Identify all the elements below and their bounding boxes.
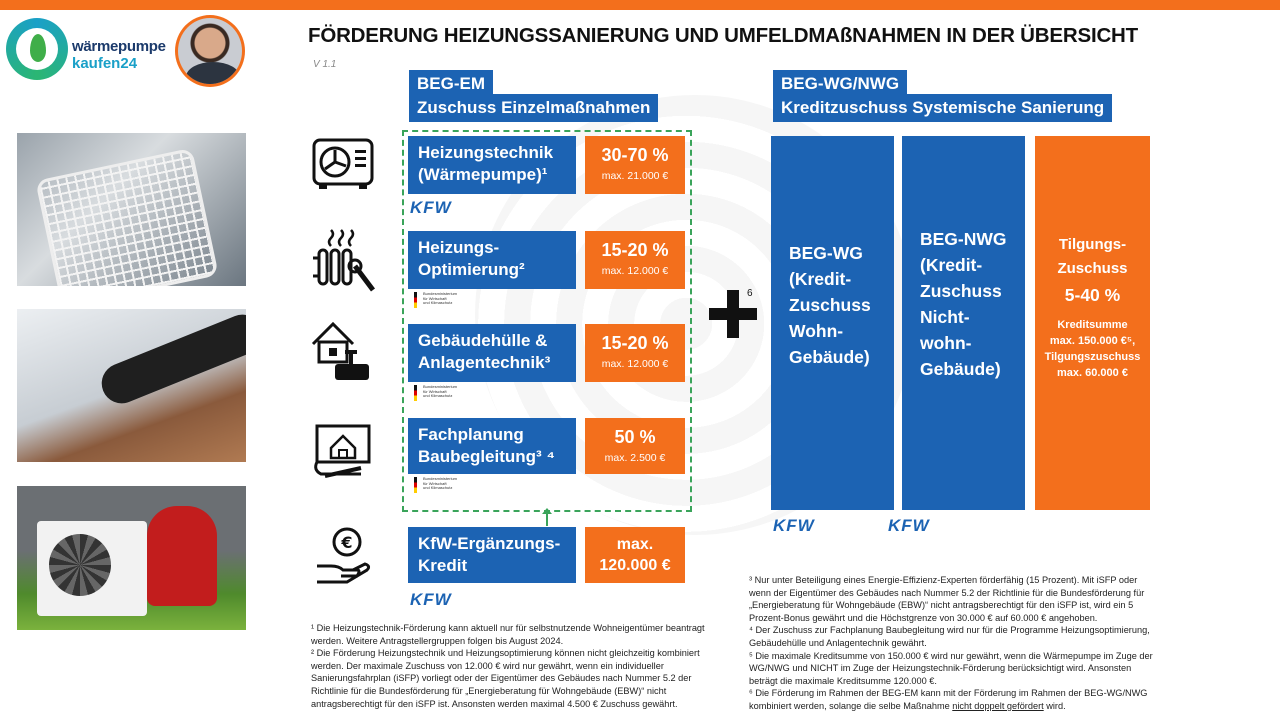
kfw-logo: KFW bbox=[773, 516, 815, 535]
row-fachplanung-label: Fachplanung Baubegleitung³ ⁴ bbox=[408, 418, 576, 474]
max-value: max. 2.500 € bbox=[604, 452, 666, 464]
bmwk-logo: Bundesministerium für Wirtschaft und Kli… bbox=[414, 291, 457, 308]
brand-name-line2: kaufen24 bbox=[72, 55, 138, 72]
footnote-5: ⁵ Die maximale Kreditsumme von 150.000 €… bbox=[749, 650, 1153, 686]
footnote-6-end: wird. bbox=[1043, 700, 1066, 711]
row-label-line2: Anlagentechnik³ bbox=[418, 353, 551, 372]
amount-line2: 120.000 € bbox=[599, 557, 671, 574]
row-label-line2: Kredit bbox=[418, 556, 468, 575]
tilgungszuschuss-column: Tilgungs- Zuschuss 5-40 % Kreditsumme ma… bbox=[1035, 136, 1150, 510]
photo-heatpump-grill bbox=[17, 133, 246, 286]
page-title: FÖRDERUNG HEIZUNGSSANIERUNG UND UMFELDMA… bbox=[308, 24, 1138, 47]
beg-nwg-text: BEG-NWG (Kredit- Zuschuss Nicht- wohn- G… bbox=[920, 229, 1007, 379]
footnote-2: ² Die Förderung Heizungstechnik und Heiz… bbox=[311, 648, 700, 709]
row-gebaeudehuelle-amount: 15-20 % max. 12.000 € bbox=[585, 324, 685, 382]
bmwk-logo: Bundesministerium für Wirtschaft und Kli… bbox=[414, 384, 457, 401]
row-label-line2: Optimierung² bbox=[418, 260, 525, 279]
footnotes-left: ¹ Die Heizungstechnik-Förderung kann akt… bbox=[311, 622, 721, 710]
version-label: V 1.1 bbox=[313, 59, 337, 70]
beg-nwg-column: BEG-NWG (Kredit- Zuschuss Nicht- wohn- G… bbox=[902, 136, 1025, 510]
beg-wg-column: BEG-WG (Kredit- Zuschuss Wohn- Gebäude) bbox=[771, 136, 894, 510]
footnote-4: ⁴ Der Zuschuss zur Fachplanung Baubeglei… bbox=[749, 625, 1150, 648]
row-ergaenzungskredit-label: KfW-Ergänzungs- Kredit bbox=[408, 527, 576, 583]
beg-wg-text: BEG-WG (Kredit- Zuschuss Wohn- Gebäude) bbox=[789, 243, 871, 367]
heatpump-icon bbox=[311, 132, 375, 196]
percent-value: 15-20 % bbox=[601, 240, 669, 260]
money-hand-icon: € bbox=[311, 524, 375, 588]
kfw-logo: KFW bbox=[410, 198, 452, 217]
row-label-line2: Baubegleitung³ ⁴ bbox=[418, 447, 555, 466]
beg-em-header: BEG-EM bbox=[409, 70, 493, 98]
bmwk-logo: Bundesministerium für Wirtschaft und Kli… bbox=[414, 476, 457, 493]
radiator-wrench-icon bbox=[311, 228, 375, 292]
footnote-6: ⁶ Die Förderung im Rahmen der BEG-EM kan… bbox=[749, 687, 1159, 712]
row-optimierung-amount: 15-20 % max. 12.000 € bbox=[585, 231, 685, 289]
up-arrow-icon bbox=[542, 508, 552, 526]
row-label-line1: Heizungstechnik bbox=[418, 143, 554, 162]
kfw-logo: KFW bbox=[888, 516, 930, 535]
row-optimierung-label: Heizungs- Optimierung² bbox=[408, 231, 576, 289]
row-fachplanung-amount: 50 % max. 2.500 € bbox=[585, 418, 685, 474]
footnote-1: ¹ Die Heizungstechnik-Förderung kann akt… bbox=[311, 623, 705, 646]
house-valve-icon bbox=[311, 318, 375, 382]
plus-icon bbox=[709, 290, 757, 338]
row-label-line2: (Wärmepumpe)¹ bbox=[418, 165, 548, 184]
row-heizungstechnik-amount: 30-70 % max. 21.000 € bbox=[585, 136, 685, 194]
kfw-logo: KFW bbox=[410, 590, 452, 609]
tilgung-title: Tilgungs- Zuschuss bbox=[1057, 236, 1128, 277]
percent-value: 30-70 % bbox=[601, 145, 669, 165]
avatar bbox=[175, 15, 245, 87]
beg-em-subheader: Zuschuss Einzelmaßnahmen bbox=[409, 94, 659, 122]
amount-line1: max. bbox=[616, 536, 654, 553]
brand-logo[interactable]: wärmepumpe kaufen24 bbox=[6, 18, 166, 88]
max-value: max. 12.000 € bbox=[601, 358, 669, 370]
svg-text:€: € bbox=[340, 533, 352, 552]
footnote-6-underlined: nicht doppelt gefördert bbox=[952, 700, 1044, 711]
top-accent-bar bbox=[0, 0, 1280, 10]
footnote-3: ³ Nur unter Beteiligung eines Energie-Ef… bbox=[749, 575, 1145, 623]
max-value: max. 12.000 € bbox=[601, 265, 669, 277]
row-ergaenzungskredit-amount: max. 120.000 € bbox=[585, 527, 685, 583]
max-value: max. 21.000 € bbox=[601, 170, 669, 182]
tilgung-detail: Kreditsumme max. 150.000 €⁵, Tilgungszus… bbox=[1044, 319, 1141, 379]
footnote-6-text: ⁶ Die Förderung im Rahmen der BEG-EM kan… bbox=[749, 688, 1148, 711]
footnotes-right: ³ Nur unter Beteiligung eines Energie-Ef… bbox=[749, 574, 1159, 713]
row-label-line1: KfW-Ergänzungs- bbox=[418, 534, 561, 553]
leaf-drop-icon bbox=[30, 34, 46, 62]
photo-technician-outdoor-unit bbox=[17, 486, 246, 630]
plus-footnote-marker: 6 bbox=[747, 288, 753, 299]
beg-wg-nwg-header: BEG-WG/NWG bbox=[773, 70, 908, 98]
row-label-line1: Gebäudehülle & bbox=[418, 331, 548, 350]
percent-value: 15-20 % bbox=[601, 333, 669, 353]
tilgung-percent: 5-40 % bbox=[1064, 285, 1121, 305]
row-heizungstechnik-label: Heizungstechnik (Wärmepumpe)¹ bbox=[408, 136, 576, 194]
beg-wg-nwg-subheader: Kreditzuschuss Systemische Sanierung bbox=[773, 94, 1113, 122]
row-label-line1: Fachplanung bbox=[418, 425, 524, 444]
percent-value: 50 % bbox=[614, 427, 656, 447]
photo-pipe-insulation bbox=[17, 309, 246, 462]
blueprint-plan-icon bbox=[311, 420, 375, 484]
brand-name-line1: wärmepumpe bbox=[72, 38, 166, 55]
row-label-line1: Heizungs- bbox=[418, 238, 500, 257]
row-gebaeudehuelle-label: Gebäudehülle & Anlagentechnik³ bbox=[408, 324, 576, 382]
